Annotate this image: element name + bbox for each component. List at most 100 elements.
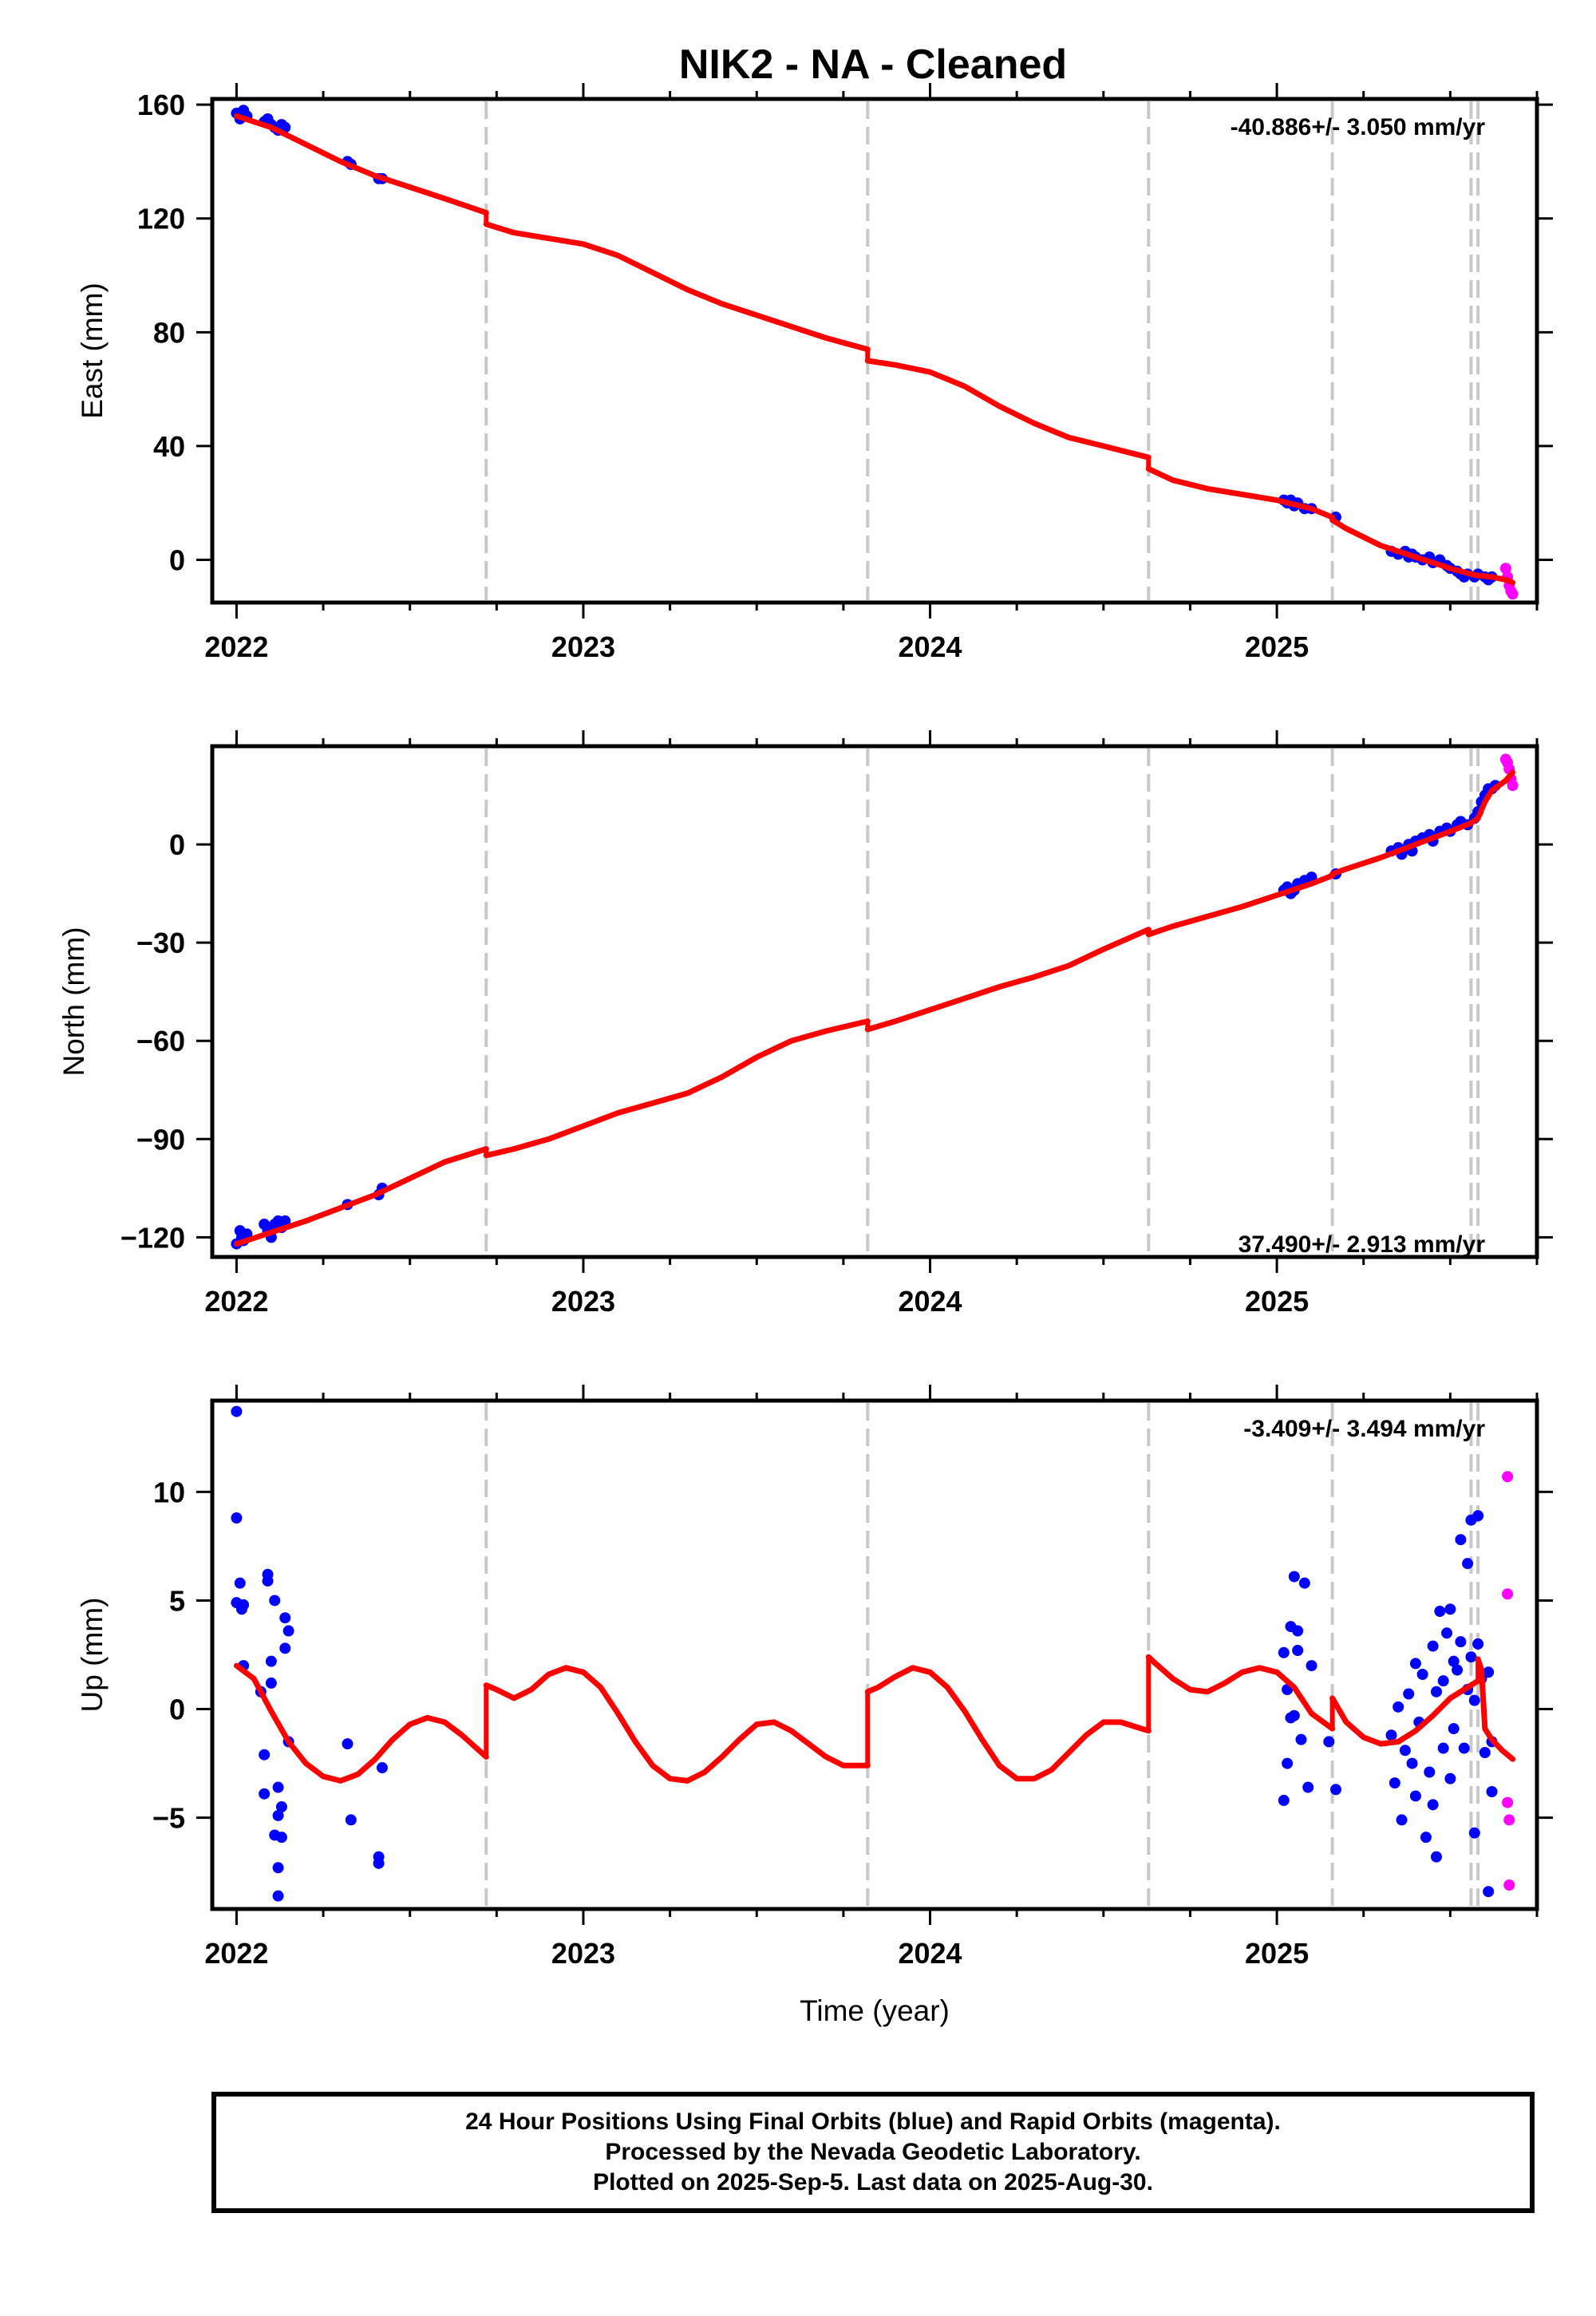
final-orbit-point — [1437, 1675, 1449, 1687]
x-tick-label: 2023 — [551, 1937, 615, 1970]
panel-east: 2022 2023 2024 2025 0 40 80 120 160 East (mm) -40.… — [76, 83, 1553, 663]
panel-frame — [210, 97, 1539, 605]
y-tick-label: −5 — [152, 1802, 185, 1835]
final-orbit-point — [1396, 1814, 1408, 1826]
rapid-orbit-point — [1502, 1471, 1514, 1483]
final-orbit-point — [231, 1512, 243, 1524]
final-orbit-point — [1292, 1645, 1304, 1657]
model-curve-segment — [1329, 517, 1474, 577]
final-orbit-point — [1465, 1651, 1477, 1663]
final-orbit-point — [1468, 1694, 1480, 1706]
final-orbit-point — [272, 1890, 284, 1902]
final-orbit-point — [1448, 1655, 1460, 1667]
final-orbit-point — [345, 1814, 357, 1826]
final-orbit-point — [1409, 1790, 1421, 1802]
final-orbit-point — [1282, 1757, 1294, 1769]
final-orbit-point — [1302, 1781, 1314, 1793]
final-orbit-point — [275, 1801, 287, 1813]
final-orbit-point — [376, 1762, 388, 1774]
final-orbit-point — [279, 1215, 291, 1227]
y-tick-label: −30 — [136, 927, 185, 959]
final-orbit-point — [1298, 1577, 1310, 1589]
final-orbit-point — [282, 1625, 294, 1637]
final-orbit-point — [1472, 1638, 1484, 1650]
final-orbit-point — [1406, 1757, 1418, 1769]
final-orbit-point — [1483, 1666, 1495, 1678]
chart-title: NIK2 - NA - Cleaned — [679, 41, 1067, 88]
final-orbit-point — [1416, 1669, 1428, 1680]
rapid-orbit-point — [1507, 588, 1519, 600]
final-orbit-point — [1278, 1794, 1290, 1806]
x-tick-label: 2024 — [898, 630, 962, 663]
rapid-orbit-point — [1502, 1588, 1514, 1600]
rate-label: -3.409+/- 3.494 mm/yr — [1243, 1416, 1485, 1442]
y-axis-label: East (mm) — [76, 283, 109, 419]
model-curve-segment — [864, 927, 1152, 1033]
final-orbit-point — [272, 1862, 284, 1874]
model-curve-segment — [233, 113, 489, 216]
final-orbit-point — [1430, 1686, 1442, 1697]
model-curve-segment — [1145, 1654, 1336, 1732]
model-curve-segment — [1475, 1656, 1516, 1762]
panel-frame — [210, 744, 1539, 1259]
final-orbit-point — [1444, 1603, 1456, 1615]
final-orbit-point — [1462, 1558, 1474, 1570]
final-orbit-point — [1295, 1733, 1307, 1745]
panel-up: 2022 2023 2024 2025 −5 0 5 10 Up (mm) Time (year)… — [76, 1385, 1553, 2027]
final-orbit-point — [272, 1809, 284, 1821]
model-curve-segment — [1329, 820, 1474, 877]
x-tick-label: 2025 — [1245, 1285, 1309, 1318]
final-orbit-point — [1483, 1886, 1495, 1898]
y-tick-label: 10 — [153, 1476, 185, 1508]
final-orbit-point — [1441, 1627, 1453, 1639]
final-orbit-point — [1458, 1742, 1470, 1754]
final-orbit-point — [1472, 1510, 1484, 1522]
final-orbit-point — [262, 1575, 274, 1587]
final-orbit-point — [1323, 1736, 1335, 1748]
final-orbit-point — [1455, 1636, 1467, 1648]
y-tick-label: 0 — [169, 1694, 185, 1726]
final-orbit-point — [259, 1749, 271, 1761]
final-orbit-point — [234, 1577, 246, 1589]
x-tick-label: 2022 — [204, 1937, 268, 1970]
final-orbit-point — [1288, 1571, 1300, 1583]
model-curve-segment — [483, 1665, 871, 1784]
model-curve-segment — [864, 358, 1152, 460]
final-orbit-point — [1479, 1747, 1491, 1758]
rapid-orbit-point — [1507, 780, 1519, 792]
y-tick-label: 160 — [137, 89, 185, 121]
final-orbit-point — [1403, 1688, 1415, 1700]
panel-north: 2022 2023 2024 2025 −120 −90 −60 −30 0 North (mm)… — [57, 730, 1553, 1318]
final-orbit-point — [231, 1405, 243, 1417]
model-curve-segment — [483, 221, 871, 353]
y-tick-label: 80 — [153, 316, 185, 349]
y-tick-label: 120 — [137, 203, 185, 235]
y-axis-label: Up (mm) — [76, 1598, 109, 1713]
x-tick-label: 2025 — [1245, 1937, 1309, 1970]
panels: 2022 2023 2024 2025 0 40 80 120 160 East (mm) -40.… — [57, 83, 1553, 2027]
x-axis-label: Time (year) — [800, 1994, 950, 2027]
final-orbit-point — [1292, 1625, 1304, 1637]
model-curve-segment — [1145, 872, 1336, 938]
final-orbit-point — [1306, 1660, 1317, 1672]
final-orbit-point — [275, 1832, 287, 1844]
final-orbit-point — [1468, 1827, 1480, 1839]
final-orbit-point — [1385, 1729, 1397, 1741]
final-orbit-point — [1278, 1646, 1290, 1658]
y-tick-label: −120 — [120, 1221, 185, 1254]
model-curve-segment — [864, 1665, 1152, 1782]
x-tick-label: 2024 — [898, 1285, 962, 1318]
final-orbit-point — [1389, 1777, 1400, 1789]
final-orbit-point — [1427, 1640, 1439, 1652]
footer-box: 24 Hour Positions Using Final Orbits (bl… — [211, 2092, 1535, 2213]
y-tick-label: −60 — [136, 1025, 185, 1057]
model-curve-segment — [233, 1662, 489, 1784]
final-orbit-point — [1437, 1742, 1449, 1754]
final-orbit-point — [1455, 1534, 1467, 1546]
x-tick-label: 2022 — [204, 1285, 268, 1318]
x-tick-label: 2023 — [551, 630, 615, 663]
footer-line-1: 24 Hour Positions Using Final Orbits (bl… — [465, 2109, 1281, 2135]
panel-frame — [210, 1398, 1539, 1911]
rapid-orbit-point — [1503, 1879, 1515, 1891]
x-tick-label: 2022 — [204, 630, 268, 663]
